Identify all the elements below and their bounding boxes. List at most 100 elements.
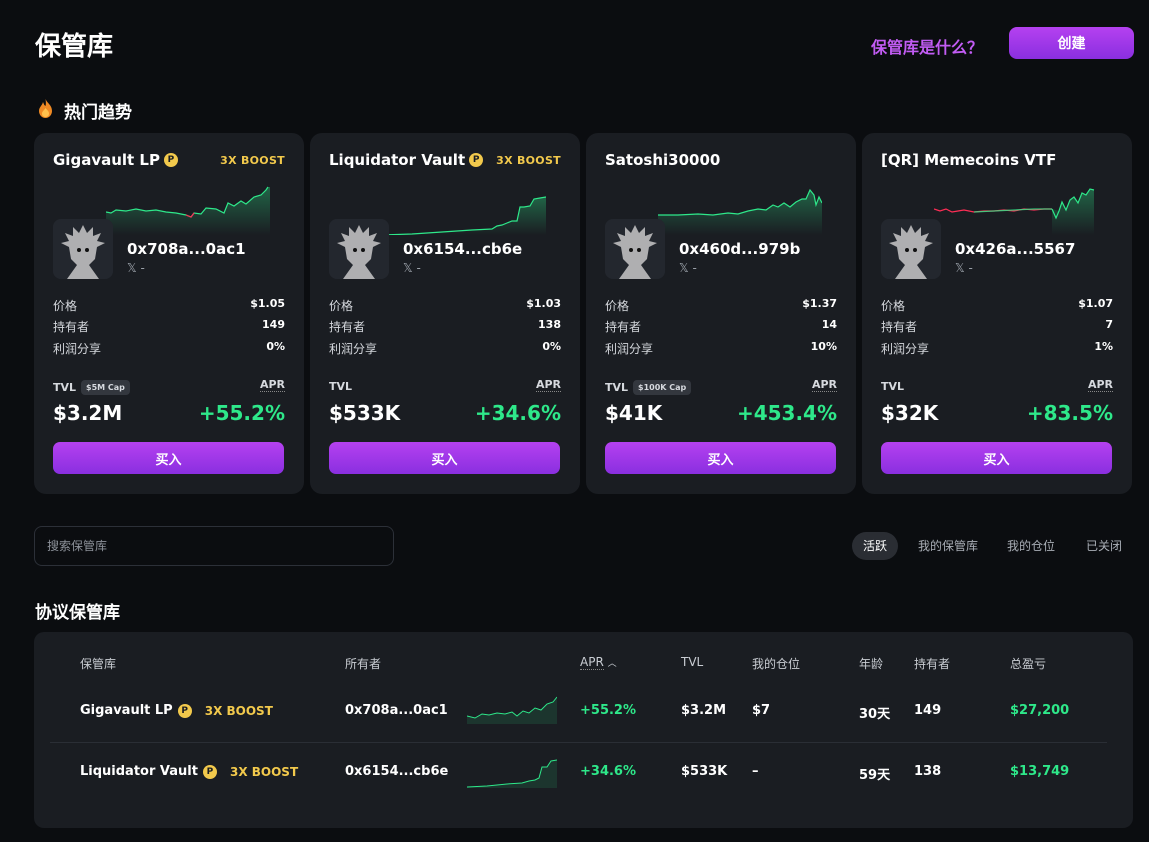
price-sparkline <box>382 196 546 235</box>
tvl-value: $41K <box>605 401 663 425</box>
owner-address[interactable]: 0x6154...cb6e <box>403 240 523 258</box>
owner-address[interactable]: 0x460d...979b <box>679 240 801 258</box>
apr-value: +55.2% <box>198 401 285 425</box>
holders-row: 持有者 138 <box>329 318 561 334</box>
row-age: 59天 <box>859 768 891 783</box>
price-sparkline <box>106 186 270 235</box>
col-header-position: 我的仓位 <box>752 657 801 671</box>
cap-badge: $5M Cap <box>81 380 130 395</box>
apr-label[interactable]: APR <box>1087 378 1113 392</box>
x-link[interactable]: 𝕏 - <box>955 261 973 275</box>
vault-name: Liquidator Vault P <box>329 151 484 169</box>
x-link[interactable]: 𝕏 - <box>679 261 697 275</box>
profit-share-row: 利润分享 1% <box>881 340 1113 356</box>
tab-active[interactable]: 活跃 <box>852 532 899 560</box>
tvl-value: $32K <box>881 401 939 425</box>
apr-label[interactable]: APR <box>535 378 561 392</box>
search-input[interactable] <box>34 526 394 566</box>
col-header-pnl: 总盈亏 <box>1010 657 1047 671</box>
vault-name: Gigavault LP P <box>53 151 178 169</box>
buy-button[interactable]: 买入 <box>53 442 284 474</box>
vault-card[interactable]: [QR] Memecoins VTF 0x426a...5567 𝕏 - 价格 $… <box>862 133 1132 494</box>
tvl-label: TVL $5M Cap <box>53 380 130 395</box>
holders-row: 持有者 149 <box>53 318 285 334</box>
vault-avatar <box>53 219 113 279</box>
price-sparkline <box>934 188 1095 235</box>
row-position: $7 <box>752 703 771 718</box>
apr-value: +83.5% <box>1026 401 1113 425</box>
col-header-vault: 保管库 <box>80 657 117 671</box>
verified-icon: P <box>163 153 178 167</box>
boost-badge: 3X BOOST <box>496 154 561 167</box>
price-sparkline <box>658 188 822 235</box>
x-link[interactable]: 𝕏 - <box>127 261 145 275</box>
holders-row: 持有者 7 <box>881 318 1113 334</box>
apr-value: +34.6% <box>474 401 561 425</box>
buy-button[interactable]: 买入 <box>605 442 836 474</box>
col-header-tvl: TVL <box>681 655 704 669</box>
holders-row: 持有者 14 <box>605 318 837 334</box>
vault-name: [QR] Memecoins VTF <box>881 151 1057 169</box>
tvl-value: $3.2M <box>53 401 123 425</box>
protocol-vaults-title: 协议保管库 <box>35 603 120 623</box>
row-sparkline <box>467 696 557 724</box>
row-divider <box>50 742 1107 743</box>
buy-button[interactable]: 买入 <box>329 442 560 474</box>
verified-icon: P <box>202 764 217 779</box>
vault-card[interactable]: Gigavault LP P 3X BOOST 0x708a...0ac1 𝕏 … <box>34 133 304 494</box>
tvl-label: TVL <box>329 380 353 393</box>
row-apr: +34.6% <box>580 764 636 779</box>
profit-share-row: 利润分享 0% <box>53 340 285 356</box>
row-owner[interactable]: 0x708a...0ac1 <box>345 703 448 718</box>
verified-icon: P <box>469 153 484 167</box>
col-header-age: 年龄 <box>859 657 884 671</box>
what-is-vault-link[interactable]: 保管库是什么？ <box>871 38 984 57</box>
profit-share-row: 利润分享 0% <box>329 340 561 356</box>
vault-card[interactable]: Satoshi30000 0x460d...979b 𝕏 - 价格 $1.37 持… <box>586 133 856 494</box>
price-row: 价格 $1.05 <box>53 297 285 313</box>
sort-asc-icon: ︿ <box>607 659 617 669</box>
price-row: 价格 $1.07 <box>881 297 1113 313</box>
tvl-label: TVL <box>881 380 905 393</box>
apr-label[interactable]: APR <box>259 378 285 392</box>
vault-table <box>34 632 1133 828</box>
trending-title: 热门趋势 <box>64 103 132 123</box>
tab-my-positions[interactable]: 我的仓位 <box>1007 539 1056 553</box>
cap-badge: $100K Cap <box>633 380 692 395</box>
row-tvl: $3.2M <box>681 703 727 718</box>
vault-name: Satoshi30000 <box>605 151 721 169</box>
create-button[interactable]: 创建 <box>1009 27 1134 59</box>
row-position: – <box>752 764 759 779</box>
tab-my-vaults[interactable]: 我的保管库 <box>918 539 979 553</box>
row-vault-name: Liquidator Vault P 3X BOOST <box>80 764 299 779</box>
row-owner[interactable]: 0x6154...cb6e <box>345 764 449 779</box>
tvl-label: TVL $100K Cap <box>605 380 692 395</box>
buy-button[interactable]: 买入 <box>881 442 1112 474</box>
col-header-holders: 持有者 <box>914 657 951 671</box>
row-holders: 138 <box>914 764 942 779</box>
boost-badge: 3X BOOST <box>220 154 285 167</box>
row-holders: 149 <box>914 703 942 718</box>
row-sparkline <box>467 759 557 788</box>
row-age: 30天 <box>859 707 891 722</box>
profit-share-row: 利润分享 10% <box>605 340 837 356</box>
page-title: 保管库 <box>35 32 114 62</box>
row-tvl: $533K <box>681 764 728 779</box>
row-vault-name: Gigavault LP P 3X BOOST <box>80 703 273 718</box>
vault-card[interactable]: Liquidator Vault P 3X BOOST 0x6154...cb6… <box>310 133 580 494</box>
row-pnl: $27,200 <box>1010 703 1070 718</box>
price-row: 价格 $1.03 <box>329 297 561 313</box>
price-row: 价格 $1.37 <box>605 297 837 313</box>
fire-icon <box>39 99 52 118</box>
apr-label[interactable]: APR <box>811 378 837 392</box>
col-header-apr[interactable]: APR ︿ <box>580 655 617 670</box>
vault-avatar <box>329 219 389 279</box>
apr-value: +453.4% <box>736 401 837 425</box>
tvl-value: $533K <box>329 401 401 425</box>
x-link[interactable]: 𝕏 - <box>403 261 421 275</box>
tab-closed[interactable]: 已关闭 <box>1086 539 1123 553</box>
owner-address[interactable]: 0x426a...5567 <box>955 240 1076 258</box>
vault-avatar <box>605 219 665 279</box>
owner-address[interactable]: 0x708a...0ac1 <box>127 240 246 258</box>
verified-icon: P <box>177 703 192 718</box>
